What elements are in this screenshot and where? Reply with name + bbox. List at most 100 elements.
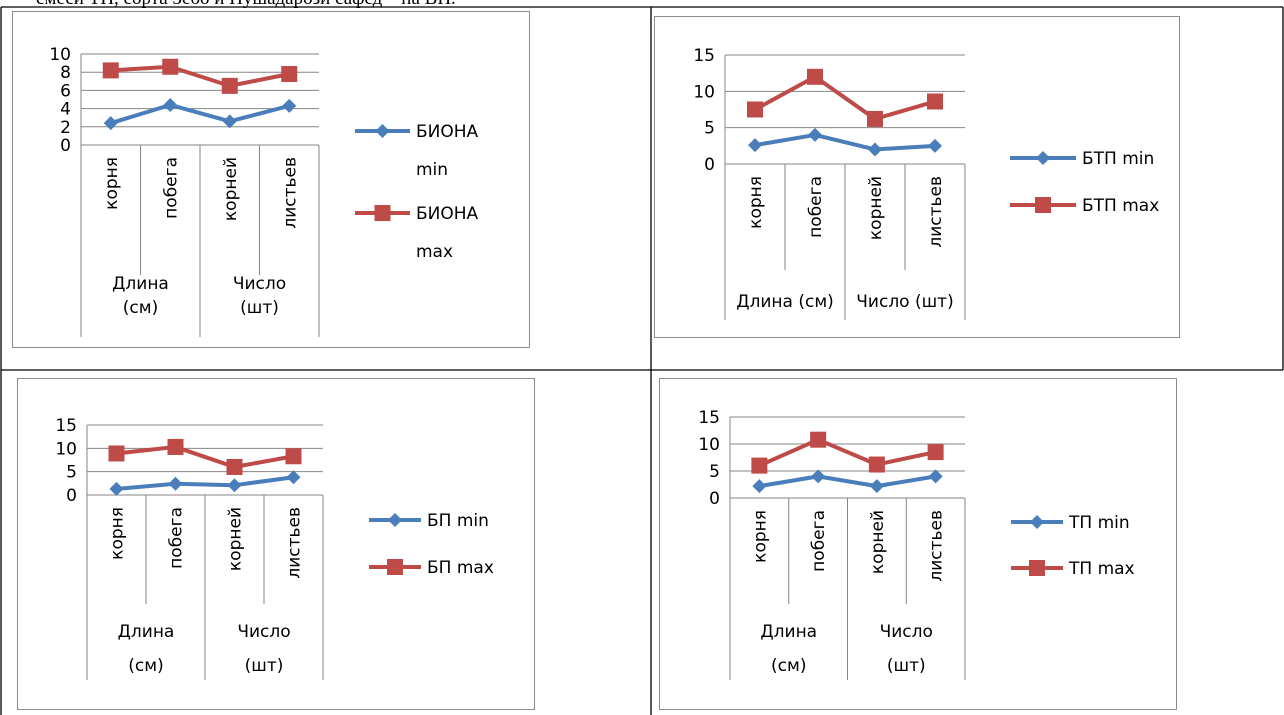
y-tick-label: 5 xyxy=(709,462,720,482)
chart-frame xyxy=(654,16,1180,338)
x-group-label: Длина xyxy=(112,274,169,294)
y-tick-label: 10 xyxy=(693,82,715,102)
legend-marker xyxy=(1030,515,1044,529)
data-point xyxy=(752,479,767,494)
data-point xyxy=(102,62,119,79)
y-tick-label: 5 xyxy=(704,119,715,139)
x-group-label: Число (шт) xyxy=(856,292,953,312)
document-caption: смеси ТП, сорта Зебо и Пушадарози сафед … xyxy=(36,0,456,10)
data-point xyxy=(286,470,301,485)
data-point xyxy=(810,431,827,448)
data-point xyxy=(811,469,826,484)
series-line xyxy=(110,102,290,126)
legend-marker xyxy=(1036,151,1050,165)
chart-tp: 0 5 10 15 корня побега корней листьев Длина (см) Ч… xyxy=(659,378,1177,710)
y-tick-label: 0 xyxy=(60,136,71,156)
series-line xyxy=(759,474,936,489)
legend-label: min xyxy=(416,160,448,180)
data-point xyxy=(285,448,302,465)
data-point xyxy=(751,457,768,474)
x-group-label: Длина (см) xyxy=(736,292,834,312)
x-group-label: Число xyxy=(880,622,933,642)
x-group-label: Число xyxy=(233,274,286,294)
x-tick-label: листьев xyxy=(280,157,300,229)
x-tick-label: корня xyxy=(746,176,766,229)
y-tick-label: 10 xyxy=(49,45,71,65)
legend-label: БТП min xyxy=(1082,149,1154,169)
data-point xyxy=(108,445,125,462)
x-group-label: Число xyxy=(237,622,290,642)
data-point xyxy=(222,114,237,129)
data-point xyxy=(103,116,118,131)
x-tick-label: побега xyxy=(161,157,181,219)
x-group-label: Длина xyxy=(760,622,817,642)
x-tick-label: побега xyxy=(806,176,826,238)
data-point xyxy=(868,142,882,157)
data-point xyxy=(226,459,243,475)
series-line xyxy=(758,437,937,468)
data-point xyxy=(808,127,822,142)
y-tick-label: 10 xyxy=(55,439,77,459)
x-tick-label: корня xyxy=(102,157,122,210)
x-group-label: (шт) xyxy=(887,656,926,676)
x-group-label: (см) xyxy=(771,656,806,676)
chart-frame xyxy=(659,378,1177,710)
x-tick-label: листьев xyxy=(927,510,947,582)
data-point xyxy=(748,138,762,153)
y-tick-label: 15 xyxy=(698,408,720,428)
x-tick-label: побега xyxy=(809,510,829,572)
legend-label: max xyxy=(416,242,453,262)
y-tick-label: 0 xyxy=(704,155,715,175)
data-point xyxy=(162,58,179,75)
data-point xyxy=(281,66,298,83)
legend-marker xyxy=(388,513,402,527)
legend-marker xyxy=(375,124,390,138)
x-group-label: (шт) xyxy=(245,656,284,676)
data-point xyxy=(163,97,178,112)
data-point xyxy=(282,98,297,113)
legend-label: БИОНА xyxy=(416,204,479,224)
chart-frame xyxy=(17,378,535,710)
x-group-label: (шт) xyxy=(240,298,279,318)
x-tick-label: корней xyxy=(868,510,888,574)
x-tick-label: корней xyxy=(866,176,886,240)
data-point xyxy=(927,444,944,461)
chart-frame xyxy=(12,11,530,348)
series-line xyxy=(754,74,936,121)
legend-label: ТП max xyxy=(1068,559,1135,579)
legend-label: БП max xyxy=(427,558,494,578)
chart-biona: 0 2 4 6 8 10 корня побега корней листьев Длина (см)… xyxy=(12,11,530,348)
legend-marker xyxy=(1029,560,1045,576)
legend-marker xyxy=(387,559,403,575)
legend-label: БП min xyxy=(427,511,489,531)
y-tick-label: 0 xyxy=(709,489,720,509)
data-point xyxy=(109,481,124,496)
y-tick-label: 15 xyxy=(693,46,715,66)
x-tick-label: листьев xyxy=(926,176,946,248)
chart-svg: 0 5 10 15 корня побега корней листьев Длина (см)… xyxy=(654,16,1180,338)
y-tick-label: 4 xyxy=(60,100,71,120)
series-line xyxy=(754,132,936,152)
data-point xyxy=(168,476,183,491)
chart-bp: 0 5 10 15 корня побега корней листьев Длина (см) Ч… xyxy=(17,378,535,710)
legend-marker xyxy=(374,205,391,221)
y-tick-label: 0 xyxy=(66,486,77,506)
legend-marker xyxy=(1035,197,1051,213)
data-point xyxy=(807,68,823,85)
chart-svg: 0 5 10 15 корня побега корней листьев Длина (см) Ч… xyxy=(17,378,535,710)
legend-label: ТП min xyxy=(1068,513,1130,533)
data-point xyxy=(927,93,943,110)
y-tick-label: 10 xyxy=(698,435,720,455)
x-group-label: (см) xyxy=(123,298,158,318)
x-group-label: Длина xyxy=(118,622,175,642)
data-point xyxy=(867,110,883,127)
x-group-label: (см) xyxy=(128,656,163,676)
y-tick-label: 2 xyxy=(60,118,71,138)
x-tick-label: корня xyxy=(108,507,128,560)
y-tick-label: 6 xyxy=(60,81,71,101)
data-point xyxy=(221,77,238,94)
chart-btp: 0 5 10 15 корня побега корней листьев Длина (см)… xyxy=(654,16,1180,338)
data-point xyxy=(227,478,242,493)
